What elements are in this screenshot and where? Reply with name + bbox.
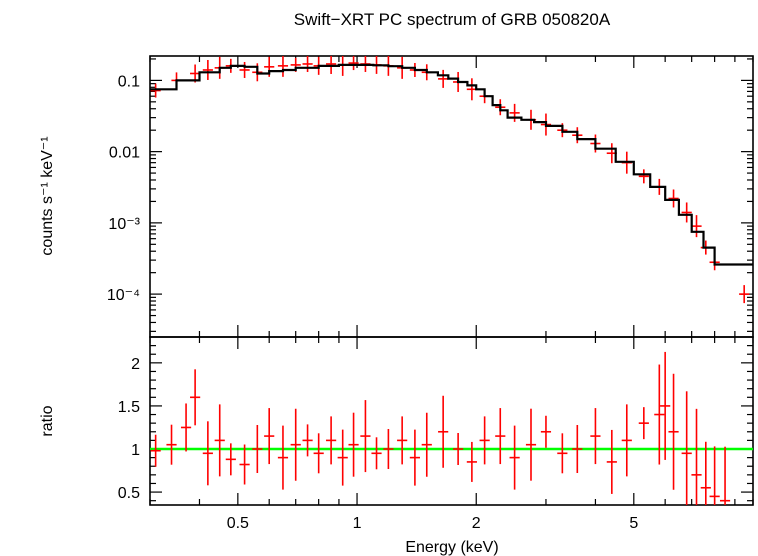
ratio-data-point	[239, 444, 250, 485]
ratio-data-point	[700, 441, 711, 505]
ratio-data-point	[540, 415, 552, 448]
ratio-data-point	[421, 412, 432, 477]
ratio-data-point	[290, 408, 301, 481]
ratio-data-point	[214, 404, 225, 477]
spectrum-y-tick-label: 0.1	[118, 73, 140, 90]
spectrum-data-point	[302, 56, 313, 72]
ratio-data-point	[409, 429, 420, 486]
ratio-data-point	[590, 408, 601, 465]
ratio-data-point	[225, 443, 236, 476]
spectrum-data-point	[438, 69, 449, 88]
ratio-data-point	[453, 433, 464, 465]
ratio-data-point	[277, 425, 289, 490]
model-step-line	[150, 63, 753, 266]
ratio-data-points	[150, 351, 731, 505]
ratio-data-point	[479, 416, 490, 465]
ratio-data-point	[264, 408, 275, 465]
ratio-data-point	[638, 407, 649, 440]
ratio-data-point	[621, 404, 632, 477]
spectrum-data-point	[739, 285, 750, 304]
ratio-data-point	[654, 364, 665, 465]
ratio-data-point	[166, 424, 177, 465]
ratio-data-point	[557, 433, 568, 474]
ratio-data-point	[606, 429, 617, 494]
ratio-data-point	[360, 400, 371, 473]
spectrum-data-point	[668, 189, 679, 208]
ratio-y-axis-label: ratio	[39, 405, 56, 436]
ratio-data-point	[348, 412, 359, 477]
spectrum-y-tick-label: 0.01	[109, 145, 140, 162]
ratio-y-tick-label: 1	[131, 442, 140, 459]
ratio-data-point	[709, 446, 720, 505]
ratio-y-tick-label: 0.5	[118, 485, 140, 502]
ratio-data-point	[190, 369, 201, 426]
ratio-data-point	[668, 373, 679, 490]
ratio-data-point	[383, 429, 394, 469]
x-tick-label: 5	[629, 515, 638, 532]
ratio-y-tick-label: 2	[131, 356, 140, 373]
ratio-data-point	[525, 408, 537, 481]
ratio-data-point	[660, 351, 671, 460]
spectrum-model-curve	[150, 63, 753, 266]
ratio-data-point	[691, 408, 702, 505]
ratio-data-point	[509, 425, 520, 490]
ratio-data-point	[719, 446, 731, 505]
x-tick-label: 1	[353, 515, 362, 532]
spectrum-data-point	[277, 56, 289, 77]
spectrum-y-tick-label: 10⁻³	[108, 216, 140, 233]
ratio-data-point	[313, 433, 324, 474]
ratio-data-point	[495, 408, 506, 465]
spectrum-y-tick-labels: 0.1 0.01 10⁻³ 10⁻⁴	[107, 73, 141, 304]
spectrum-data-point	[509, 103, 520, 122]
spectrum-data-point	[239, 61, 250, 78]
spectrum-panel-frame	[149, 55, 754, 338]
spectrum-data-points	[150, 56, 750, 304]
ratio-data-point	[202, 421, 213, 486]
x-axis-label: Energy (keV)	[405, 539, 498, 556]
ratio-y-tick-labels: 0.5 1 1.5 2	[118, 356, 140, 502]
ratio-panel-ticks	[149, 337, 754, 505]
spectrum-y-axis-label: counts s⁻¹ keV⁻¹	[39, 136, 56, 255]
x-tick-labels: 0.5 1 2 5	[227, 515, 639, 532]
spectrum-data-point	[691, 215, 702, 238]
ratio-data-point	[397, 416, 408, 465]
ratio-data-point	[252, 425, 263, 473]
ratio-panel-frame	[149, 336, 754, 506]
spectrum-panel-ticks	[149, 56, 754, 337]
ratio-data-point	[572, 425, 583, 473]
spectrum-data-point	[638, 169, 649, 184]
ratio-data-point	[302, 424, 313, 457]
spectrum-y-tick-label: 10⁻⁴	[107, 287, 140, 304]
spectrum-data-point	[150, 83, 161, 98]
chart-title: Swift−XRT PC spectrum of GRB 050820A	[294, 10, 611, 29]
spectrum-data-point	[681, 202, 692, 223]
spectrum-data-point	[348, 56, 359, 71]
ratio-data-point	[337, 429, 348, 486]
ratio-data-point	[371, 437, 382, 470]
ratio-data-point	[438, 395, 449, 468]
spectrum-data-point	[202, 59, 213, 80]
ratio-data-point	[180, 403, 192, 452]
ratio-y-tick-label: 1.5	[118, 399, 140, 416]
x-tick-label: 0.5	[227, 515, 249, 532]
ratio-data-point	[326, 416, 337, 465]
ratio-data-point	[150, 434, 161, 467]
ratio-data-point	[681, 391, 692, 505]
ratio-data-point	[466, 441, 477, 482]
x-tick-label: 2	[472, 515, 481, 532]
